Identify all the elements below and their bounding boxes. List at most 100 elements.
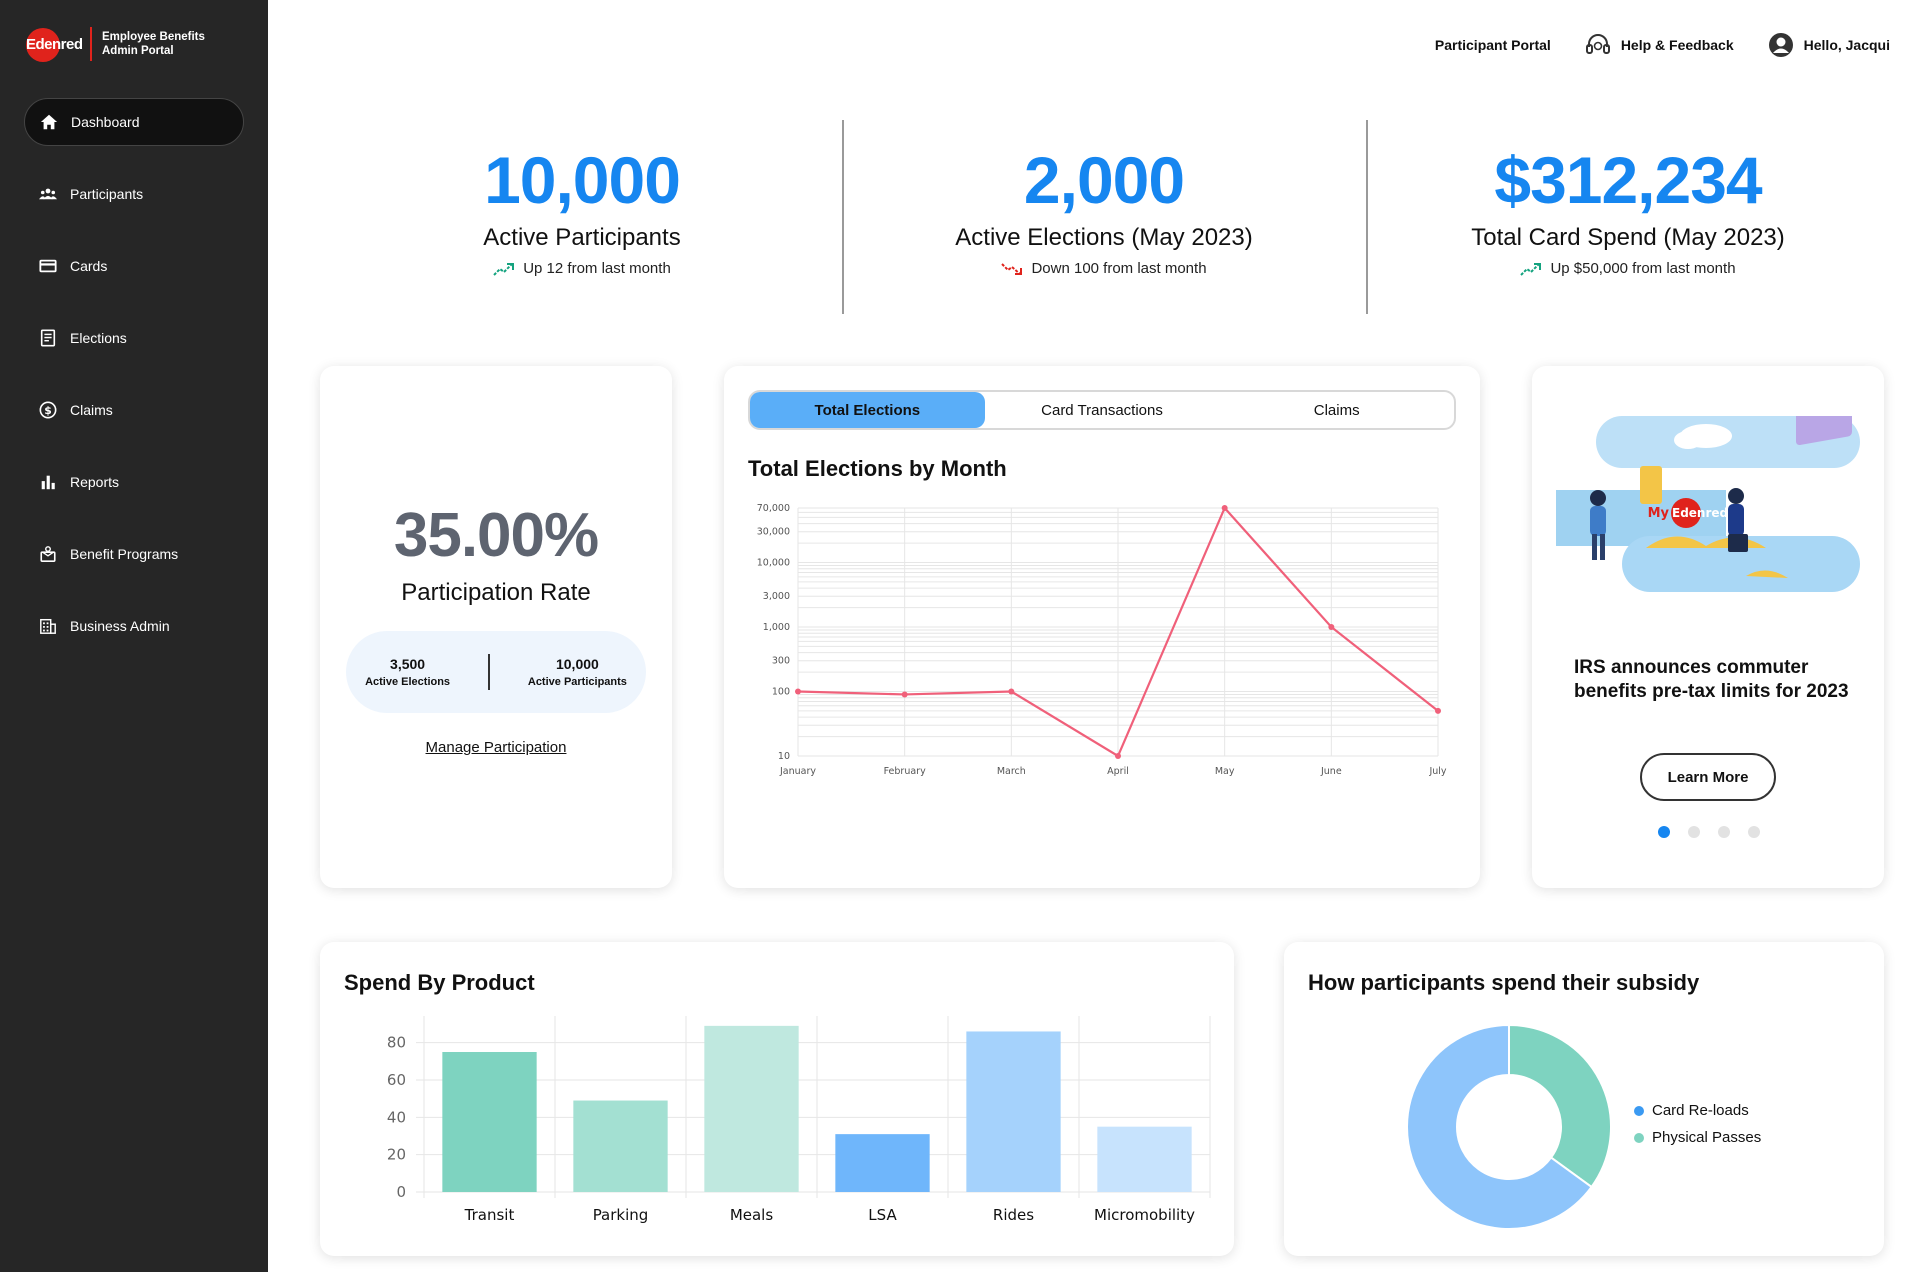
carousel-dot[interactable]: [1718, 826, 1730, 838]
y-tick-label: 0: [396, 1183, 406, 1201]
sidebar-item-label: Elections: [70, 330, 127, 346]
trend-up-icon: [493, 262, 515, 276]
svg-text:$: $: [44, 404, 52, 417]
kpi-trend-text: Up $50,000 from last month: [1550, 260, 1736, 277]
bar: [835, 1134, 930, 1192]
data-point: [1435, 707, 1441, 714]
sidebar-nav: Dashboard Participants Cards Elections $…: [24, 98, 244, 674]
active-participants-label: Active Participants: [527, 676, 627, 688]
active-elections-stat: 3,500 Active Elections: [365, 656, 450, 688]
people-icon: [38, 184, 58, 204]
active-elections-label: Active Elections: [365, 676, 451, 688]
help-feedback-link[interactable]: Help & Feedback: [1585, 33, 1734, 57]
sidebar-item-benefit-programs[interactable]: Benefit Programs: [24, 530, 244, 578]
donut-slice: [1508, 1023, 1612, 1189]
art-brand-edenred: Edenred: [1672, 506, 1728, 520]
donut-chart-title: How participants spend their subsidy: [1308, 970, 1700, 995]
y-tick-label: 10: [778, 751, 790, 762]
kpi-trend: Down 100 from last month: [904, 260, 1304, 277]
legend-label: Card Re-loads: [1652, 1102, 1749, 1119]
dollar-icon: $: [38, 400, 58, 420]
spend-by-product-card: Spend By Product 0 20 40 60 80 Transit Parking…: [320, 942, 1234, 1256]
sidebar-item-dashboard[interactable]: Dashboard: [24, 98, 244, 146]
x-tick-label: April: [1107, 766, 1129, 777]
user-menu[interactable]: Hello, Jacqui: [1768, 32, 1890, 58]
y-tick-label: 70,000: [757, 503, 790, 514]
legend-item[interactable]: Physical Passes: [1634, 1129, 1761, 1146]
greeting-label: Hello, Jacqui: [1803, 37, 1890, 53]
elections-chart-card: Total Elections Card Transactions Claims…: [724, 366, 1480, 888]
y-tick-label: 60: [387, 1071, 406, 1089]
kpi-active-elections: 2,000 Active Elections (May 2023) Down 1…: [904, 140, 1304, 277]
data-point: [1115, 753, 1121, 759]
spend-bar-chart: 0 20 40 60 80 Transit Parking Meals LSA Rides Micr…: [387, 1016, 1211, 1224]
legend-item[interactable]: Card Re-loads: [1634, 1102, 1761, 1119]
kpi-trend-text: Down 100 from last month: [1031, 260, 1207, 277]
bar: [1097, 1126, 1192, 1192]
x-tick-label: Meals: [730, 1206, 774, 1224]
sidebar-item-label: Dashboard: [71, 114, 140, 130]
kpi-value: $312,234: [1494, 143, 1762, 217]
x-tick-label: LSA: [868, 1206, 897, 1224]
carousel-dot[interactable]: [1658, 826, 1670, 838]
data-point: [1328, 624, 1335, 631]
manage-participation-link[interactable]: Manage Participation: [425, 739, 567, 756]
subsidy-donut-card: How participants spend their subsidy Car…: [1284, 942, 1884, 1256]
kpi-trend: Up 12 from last month: [382, 260, 782, 277]
brand[interactable]: Edenred Employee Benefits Admin Portal: [24, 24, 222, 64]
participant-portal-link[interactable]: Participant Portal: [1435, 37, 1551, 53]
x-tick-label: March: [997, 766, 1026, 777]
kpi-label: Total Card Spend (May 2023): [1471, 224, 1785, 251]
pill-divider: [488, 654, 490, 690]
tab-card-transactions[interactable]: Card Transactions: [1041, 401, 1163, 419]
participation-rate-label: Participation Rate: [401, 579, 591, 606]
news-carousel-card: My Edenred IRS announces commuter benefi…: [1532, 366, 1884, 888]
learn-more-button[interactable]: Learn More: [1640, 753, 1776, 801]
data-point: [901, 691, 908, 698]
kpi-value: 10,000: [484, 143, 681, 217]
participation-summary-pill: 3,500 Active Elections 10,000 Active Par…: [346, 631, 646, 713]
sidebar-item-reports[interactable]: Reports: [24, 458, 244, 506]
sidebar-item-label: Cards: [70, 258, 108, 274]
active-elections-value: 3,500: [390, 656, 426, 672]
trend-up-icon: [1520, 262, 1542, 276]
y-tick-label: 100: [772, 687, 790, 698]
carousel-dot[interactable]: [1748, 826, 1760, 838]
sidebar: Edenred Employee Benefits Admin Portal D…: [0, 0, 268, 1272]
bar-chart-icon: [38, 472, 58, 492]
active-participants-value: 10,000: [555, 656, 599, 672]
tab-total-elections[interactable]: Total Elections: [750, 392, 985, 428]
subsidy-donut-chart: [1406, 1023, 1612, 1230]
chart-tabs: Total Elections Card Transactions Claims: [748, 390, 1456, 430]
bar: [442, 1052, 537, 1192]
kpi-total-card-spend: $312,234 Total Card Spend (May 2023) Up …: [1428, 140, 1828, 277]
data-point: [795, 688, 801, 695]
tab-claims[interactable]: Claims: [1313, 401, 1360, 419]
sidebar-item-claims[interactable]: $ Claims: [24, 386, 244, 434]
elections-line-chart: 10 100 300 1,000 3,000 10,000 30,000 70,000 Janu…: [757, 503, 1447, 777]
sidebar-item-label: Reports: [70, 474, 120, 490]
x-tick-label: Transit: [464, 1206, 515, 1224]
x-tick-label: June: [1320, 766, 1342, 777]
trend-down-icon: [1001, 262, 1023, 275]
kpi-active-participants: 10,000 Active Participants Up 12 from la…: [382, 140, 782, 277]
y-tick-label: 20: [387, 1146, 406, 1164]
headset-icon: [1585, 34, 1610, 54]
participation-card: 35.00% Participation Rate 3,500 Active E…: [320, 366, 672, 888]
kpi-trend: Up $50,000 from last month: [1428, 260, 1828, 277]
home-icon: [39, 112, 59, 132]
sidebar-item-business-admin[interactable]: Business Admin: [24, 602, 244, 650]
x-tick-label: January: [779, 766, 816, 777]
sidebar-item-participants[interactable]: Participants: [24, 170, 244, 218]
sidebar-item-label: Participants: [70, 186, 144, 202]
sidebar-item-label: Benefit Programs: [70, 546, 179, 562]
y-tick-label: 3,000: [763, 591, 790, 602]
user-avatar-icon: [1768, 33, 1793, 57]
kpi-divider: [842, 120, 844, 314]
x-tick-label: Micromobility: [1094, 1206, 1195, 1224]
sidebar-item-cards[interactable]: Cards: [24, 242, 244, 290]
sidebar-item-elections[interactable]: Elections: [24, 314, 244, 362]
carousel-dot[interactable]: [1688, 826, 1700, 838]
y-tick-label: 80: [387, 1034, 406, 1052]
active-participants-stat: 10,000 Active Participants: [528, 656, 627, 688]
